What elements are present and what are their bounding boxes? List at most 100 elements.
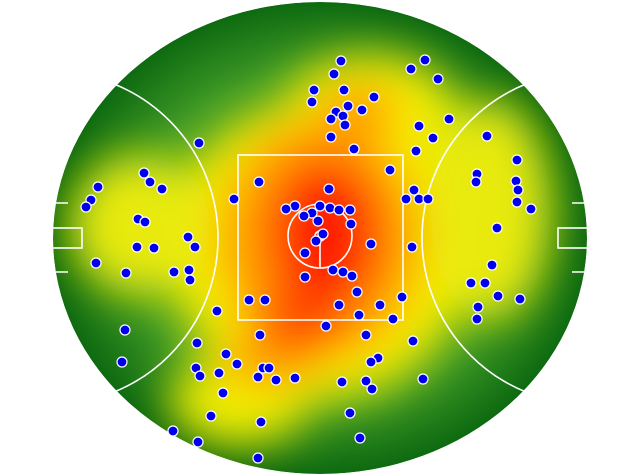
point: [194, 370, 206, 382]
point: [492, 290, 504, 302]
point: [351, 286, 363, 298]
point: [116, 356, 128, 368]
point: [131, 241, 143, 253]
point: [92, 181, 104, 193]
points: [80, 54, 537, 464]
point: [191, 337, 203, 349]
point: [427, 132, 439, 144]
point: [90, 257, 102, 269]
point: [299, 271, 311, 283]
point: [479, 277, 491, 289]
point: [289, 372, 301, 384]
point: [365, 238, 377, 250]
point: [384, 164, 396, 176]
point: [360, 375, 372, 387]
point: [348, 143, 360, 155]
point: [410, 145, 422, 157]
point: [368, 91, 380, 103]
point: [254, 329, 266, 341]
point: [344, 407, 356, 419]
point: [138, 167, 150, 179]
point: [192, 436, 204, 448]
point: [333, 204, 345, 216]
point: [183, 264, 195, 276]
point: [336, 376, 348, 388]
point: [119, 324, 131, 336]
point: [511, 196, 523, 208]
point: [471, 313, 483, 325]
point: [360, 329, 372, 341]
point: [243, 294, 255, 306]
point: [511, 154, 523, 166]
point: [182, 231, 194, 243]
point: [253, 176, 265, 188]
point: [139, 216, 151, 228]
point: [344, 204, 356, 216]
point: [470, 176, 482, 188]
point: [252, 452, 264, 464]
point: [417, 373, 429, 385]
point: [205, 410, 217, 422]
point: [366, 383, 378, 395]
point: [525, 203, 537, 215]
point: [338, 84, 350, 96]
point: [387, 313, 399, 325]
point: [270, 374, 282, 386]
point: [337, 266, 349, 278]
point: [193, 137, 205, 149]
point: [353, 309, 365, 321]
point: [312, 215, 324, 227]
point: [514, 293, 526, 305]
point: [481, 130, 493, 142]
point: [120, 267, 132, 279]
point: [432, 73, 444, 85]
point: [255, 416, 267, 428]
point: [323, 183, 335, 195]
point: [189, 241, 201, 253]
point: [465, 277, 477, 289]
point: [168, 266, 180, 278]
point: [213, 367, 225, 379]
point: [335, 55, 347, 67]
point: [325, 113, 337, 125]
point: [406, 241, 418, 253]
point: [491, 222, 503, 234]
point: [310, 235, 322, 247]
point: [317, 228, 329, 240]
point: [354, 432, 366, 444]
point: [324, 202, 336, 214]
point: [365, 356, 377, 368]
point: [217, 387, 229, 399]
point: [308, 84, 320, 96]
point: [374, 299, 386, 311]
point: [298, 210, 310, 222]
point: [263, 362, 275, 374]
point: [405, 63, 417, 75]
point: [156, 183, 168, 195]
point: [184, 274, 196, 286]
point: [443, 113, 455, 125]
point: [333, 299, 345, 311]
point: [328, 68, 340, 80]
point: [259, 294, 271, 306]
point: [396, 291, 408, 303]
point: [80, 201, 92, 213]
point: [337, 110, 349, 122]
point: [252, 371, 264, 383]
point: [400, 193, 412, 205]
point: [346, 270, 358, 282]
point: [407, 335, 419, 347]
point: [148, 242, 160, 254]
point: [231, 358, 243, 370]
point: [413, 120, 425, 132]
point: [419, 54, 431, 66]
point: [345, 218, 357, 230]
point: [306, 96, 318, 108]
point: [339, 119, 351, 131]
point: [325, 131, 337, 143]
point: [486, 259, 498, 271]
point: [510, 175, 522, 187]
point: [320, 320, 332, 332]
point: [228, 193, 240, 205]
